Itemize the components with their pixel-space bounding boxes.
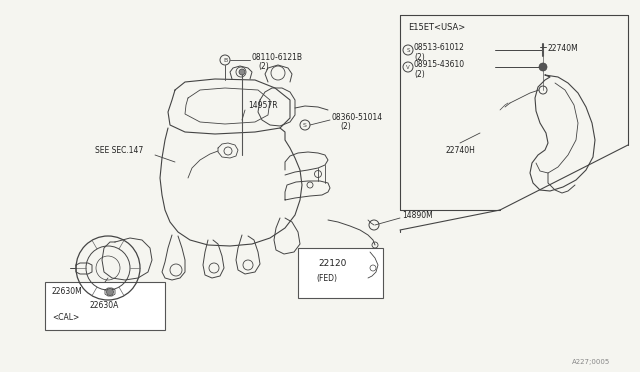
- Text: 22740H: 22740H: [445, 145, 475, 154]
- Text: (2): (2): [340, 122, 351, 131]
- Text: 08110-6121B: 08110-6121B: [252, 52, 303, 61]
- Text: S: S: [303, 122, 307, 128]
- Text: B: B: [223, 58, 227, 62]
- Text: 22630M: 22630M: [52, 288, 83, 296]
- Text: E15ET<USA>: E15ET<USA>: [408, 22, 465, 32]
- Text: (2): (2): [414, 52, 425, 61]
- Text: 08513-61012: 08513-61012: [414, 42, 465, 51]
- Bar: [298, 248, 383, 298]
- Text: <CAL>: <CAL>: [52, 314, 79, 323]
- Text: 08360-51014: 08360-51014: [332, 112, 383, 122]
- Text: 22630A: 22630A: [90, 301, 120, 310]
- Text: 08915-43610: 08915-43610: [414, 60, 465, 68]
- Text: A227;0005: A227;0005: [572, 359, 611, 365]
- Text: 14890M: 14890M: [402, 211, 433, 219]
- Circle shape: [539, 63, 547, 71]
- Circle shape: [106, 289, 113, 295]
- Text: S: S: [406, 48, 410, 52]
- Bar: [45, 282, 165, 330]
- Text: (FED): (FED): [316, 273, 337, 282]
- Text: SEE SEC.147: SEE SEC.147: [95, 145, 143, 154]
- Circle shape: [239, 69, 245, 75]
- Text: 22120: 22120: [318, 259, 346, 267]
- Text: (2): (2): [258, 61, 269, 71]
- Text: 22740M: 22740M: [548, 44, 579, 52]
- Text: (2): (2): [414, 70, 425, 78]
- Text: V: V: [406, 64, 410, 70]
- Text: 14957R: 14957R: [248, 100, 278, 109]
